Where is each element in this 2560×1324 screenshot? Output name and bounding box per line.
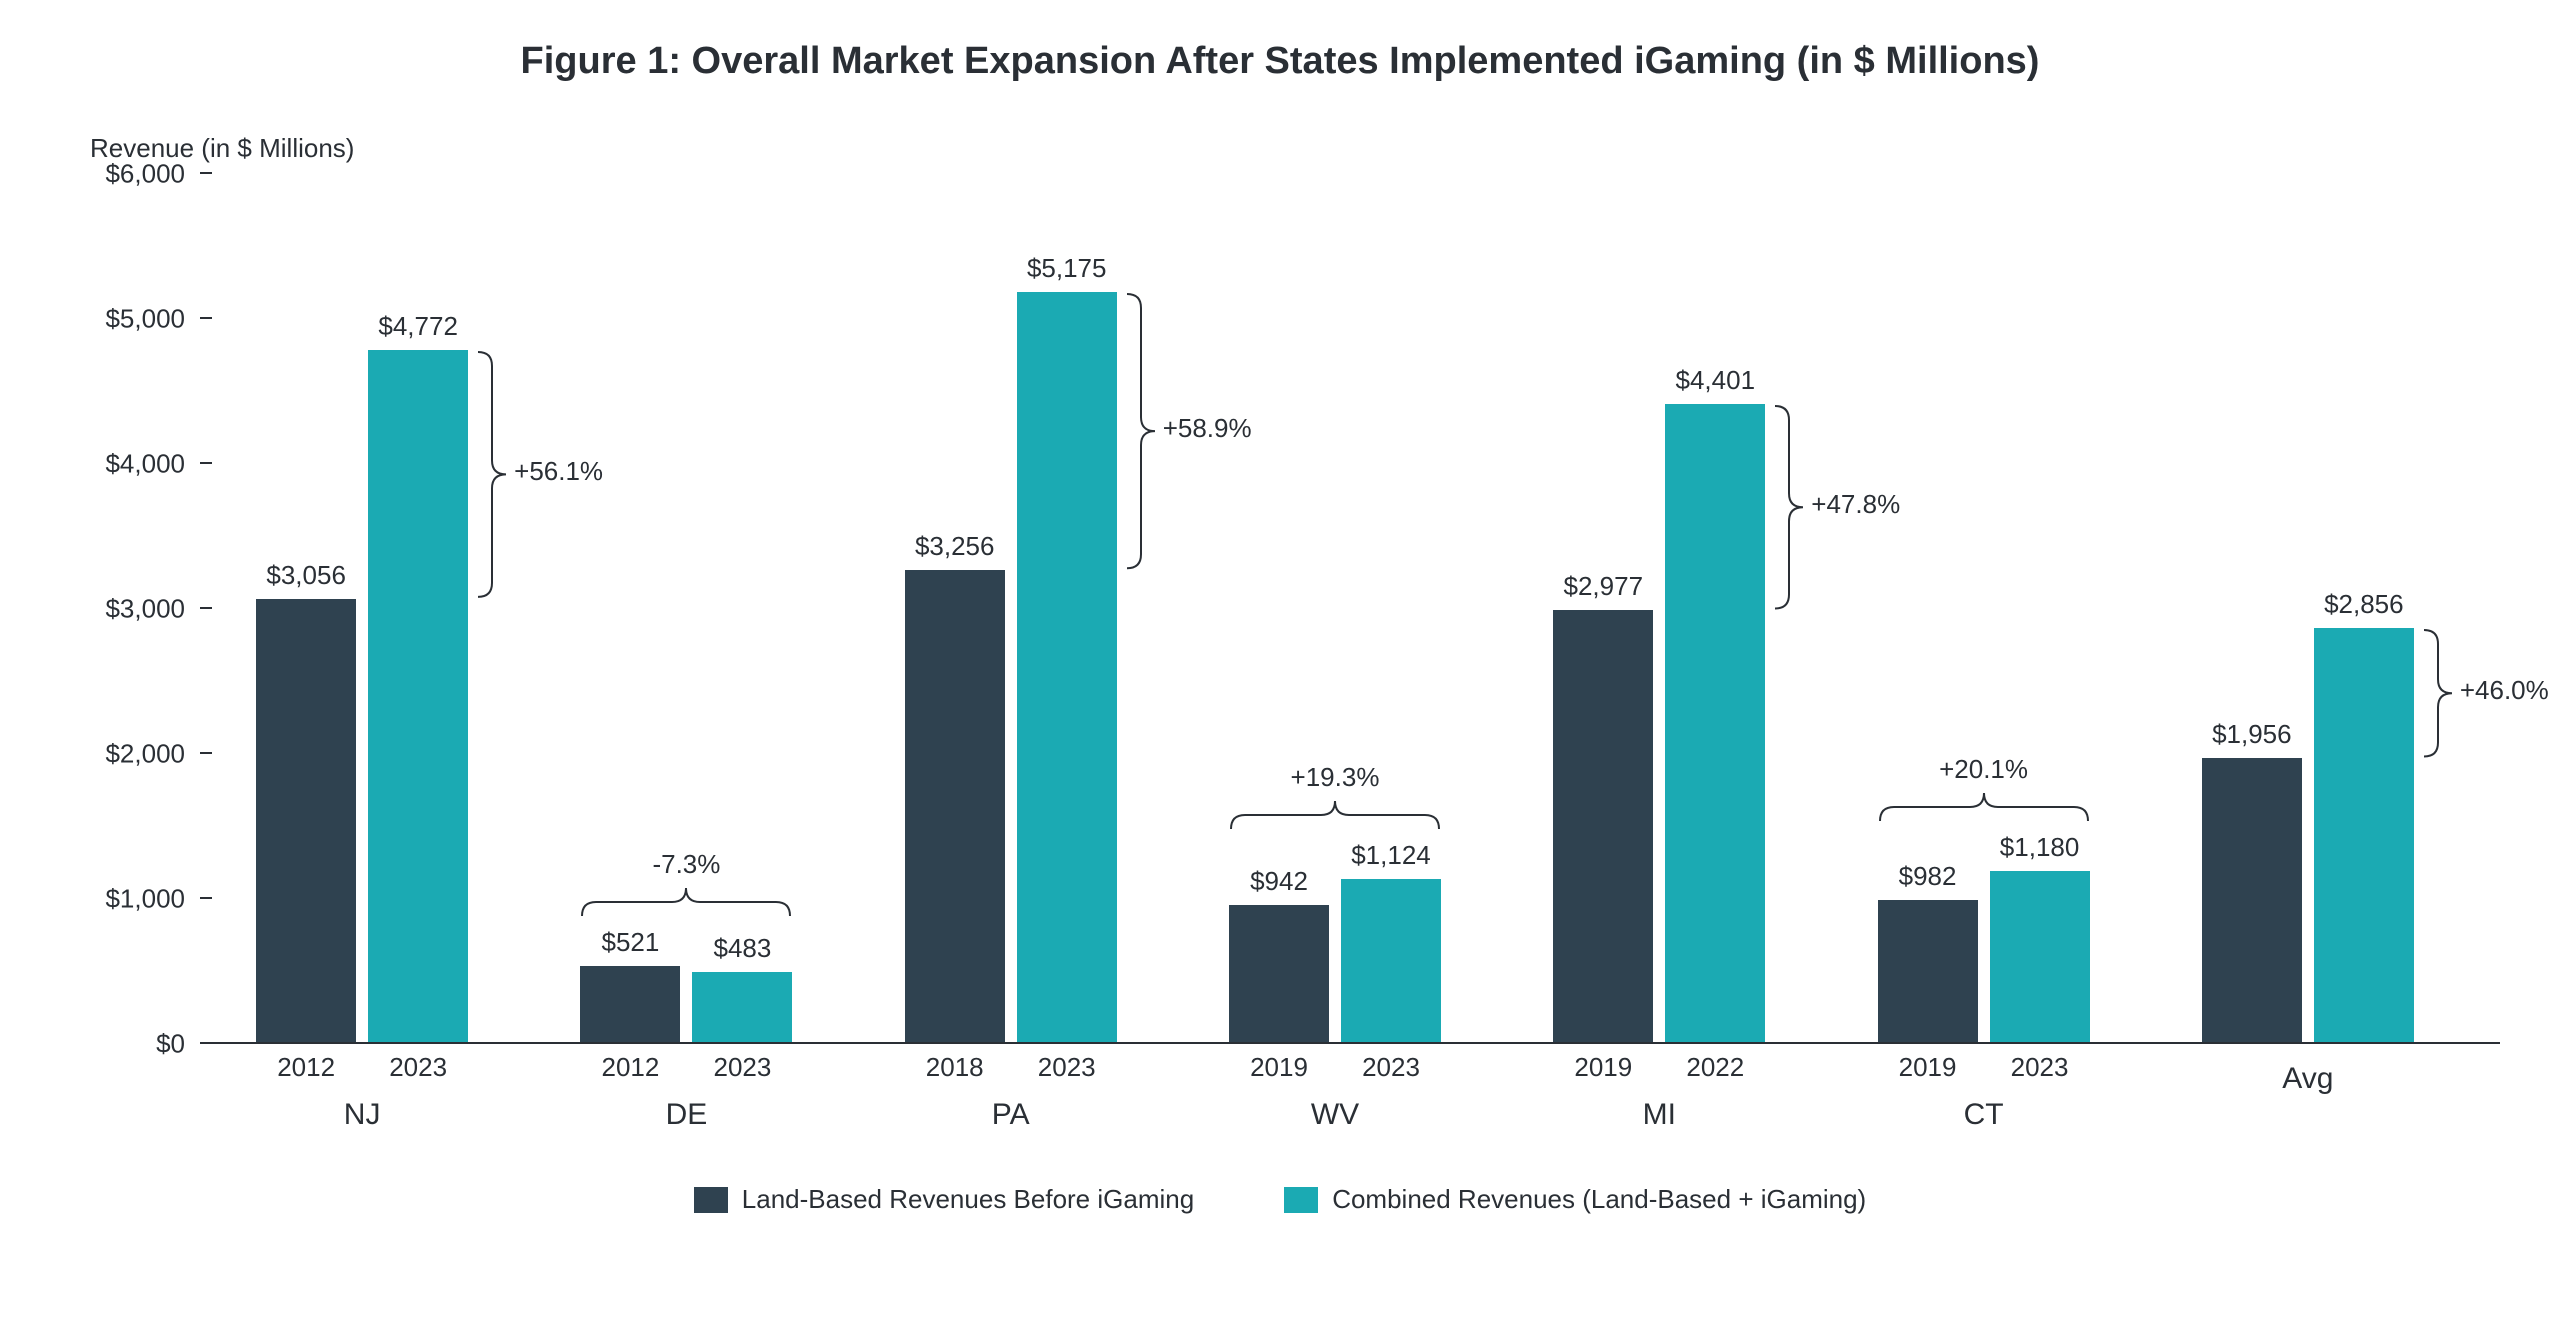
brace-icon [474, 350, 514, 599]
bar-year-label: 2023 [1362, 1052, 1420, 1083]
y-tick-label: $3,000 [90, 594, 185, 625]
brace-icon [580, 880, 792, 920]
category-group-PA: $3,2562018$5,1752023PA+58.9% [849, 174, 1173, 1042]
bar-value-label: $942 [1250, 866, 1308, 897]
y-axis-label: Revenue (in $ Millions) [90, 133, 2500, 164]
bar-before: $3,0562012 [256, 599, 356, 1042]
bar-year-label: 2012 [277, 1052, 335, 1083]
bar-after: $4,4012022 [1665, 404, 1765, 1042]
category-label: CT [1964, 1098, 2004, 1132]
plot-area: $3,0562012$4,7722023NJ+56.1%$5212012$483… [200, 174, 2470, 1044]
category-label: WV [1311, 1098, 1359, 1132]
legend-swatch-before [694, 1187, 728, 1213]
chart-area: $0$1,000$2,000$3,000$4,000$5,000$6,000 $… [90, 174, 2470, 1044]
category-group-Avg: $1,956$2,856Avg+46.0% [2146, 174, 2470, 1042]
y-tick-label: $0 [90, 1029, 185, 1060]
category-label: DE [666, 1098, 708, 1132]
bar-before: $9422019 [1229, 905, 1329, 1042]
y-tick-label: $6,000 [90, 159, 185, 190]
legend-label-before: Land-Based Revenues Before iGaming [742, 1184, 1194, 1215]
pct-change-label: +19.3% [1291, 762, 1380, 793]
bar-after: $1,1802023 [1990, 871, 2090, 1042]
brace-icon [1229, 793, 1441, 833]
bar-value-label: $2,856 [2324, 589, 2404, 620]
category-group-MI: $2,9772019$4,4012022MI+47.8% [1497, 174, 1821, 1042]
bar-year-label: 2019 [1574, 1052, 1632, 1083]
bar-value-label: $4,401 [1676, 365, 1756, 396]
bar-value-label: $4,772 [378, 311, 458, 342]
category-label: Avg [2282, 1062, 2333, 1096]
bar-value-label: $521 [602, 927, 660, 958]
category-label: NJ [344, 1098, 381, 1132]
bar-after: $4,7722023 [368, 350, 468, 1042]
category-group-WV: $9422019$1,1242023WV+19.3% [1173, 174, 1497, 1042]
y-tick-label: $2,000 [90, 739, 185, 770]
bar-year-label: 2019 [1250, 1052, 1308, 1083]
category-label: PA [992, 1098, 1030, 1132]
bar-value-label: $483 [714, 933, 772, 964]
bar-after: $4832023 [692, 972, 792, 1042]
bar-value-label: $1,956 [2212, 719, 2292, 750]
bar-before: $2,9772019 [1553, 610, 1653, 1042]
chart-title: Figure 1: Overall Market Expansion After… [60, 40, 2500, 83]
bar-value-label: $5,175 [1027, 253, 1107, 284]
bar-year-label: 2023 [1038, 1052, 1096, 1083]
category-group-DE: $5212012$4832023DE-7.3% [524, 174, 848, 1042]
bar-year-label: 2023 [389, 1052, 447, 1083]
pct-change-label: +20.1% [1939, 754, 2028, 785]
bar-year-label: 2023 [714, 1052, 772, 1083]
y-tick-label: $5,000 [90, 304, 185, 335]
bar-after: $5,1752023 [1017, 292, 1117, 1042]
legend-item-before: Land-Based Revenues Before iGaming [694, 1184, 1194, 1215]
category-label: MI [1643, 1098, 1676, 1132]
brace-icon [1878, 785, 2090, 825]
bar-value-label: $982 [1899, 861, 1957, 892]
bar-value-label: $3,256 [915, 531, 995, 562]
pct-change-label: +46.0% [2460, 675, 2549, 706]
bar-value-label: $3,056 [266, 560, 346, 591]
brace-icon [2420, 628, 2460, 759]
bar-year-label: 2022 [1686, 1052, 1744, 1083]
legend: Land-Based Revenues Before iGaming Combi… [60, 1184, 2500, 1215]
bar-value-label: $1,180 [2000, 832, 2080, 863]
bar-before: $9822019 [1878, 900, 1978, 1042]
category-group-NJ: $3,0562012$4,7722023NJ+56.1% [200, 174, 524, 1042]
bar-value-label: $1,124 [1351, 840, 1431, 871]
brace-icon [1123, 292, 1163, 570]
y-tick-label: $4,000 [90, 449, 185, 480]
y-tick-label: $1,000 [90, 884, 185, 915]
bar-after: $2,856 [2314, 628, 2414, 1042]
pct-change-label: -7.3% [652, 849, 720, 880]
legend-label-after: Combined Revenues (Land-Based + iGaming) [1332, 1184, 1866, 1215]
bar-year-label: 2012 [602, 1052, 660, 1083]
bar-value-label: $2,977 [1564, 571, 1644, 602]
legend-item-after: Combined Revenues (Land-Based + iGaming) [1284, 1184, 1866, 1215]
bar-after: $1,1242023 [1341, 879, 1441, 1042]
brace-icon [1771, 404, 1811, 610]
legend-swatch-after [1284, 1187, 1318, 1213]
bar-year-label: 2018 [926, 1052, 984, 1083]
category-group-CT: $9822019$1,1802023CT+20.1% [1821, 174, 2145, 1042]
bar-year-label: 2023 [2011, 1052, 2069, 1083]
bar-before: $1,956 [2202, 758, 2302, 1042]
bar-before: $5212012 [580, 966, 680, 1042]
bar-year-label: 2019 [1899, 1052, 1957, 1083]
bar-before: $3,2562018 [905, 570, 1005, 1042]
